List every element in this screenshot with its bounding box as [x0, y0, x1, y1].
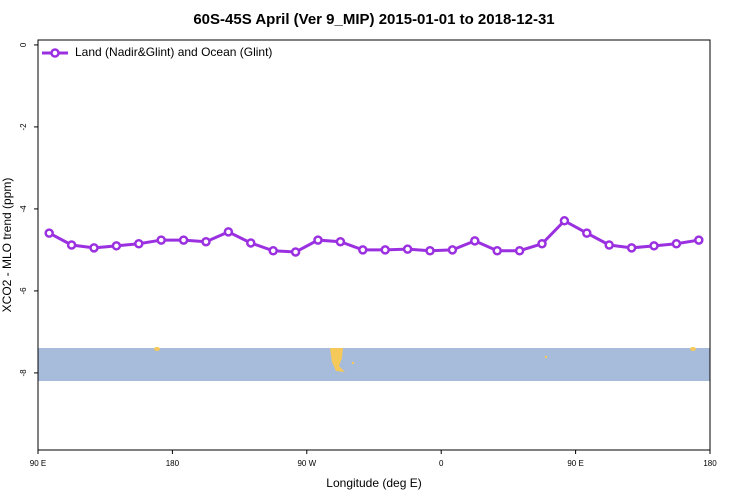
point: [178, 235, 189, 245]
point: [380, 245, 390, 255]
series-line: [48, 218, 700, 254]
point: [537, 239, 547, 249]
point: [425, 245, 435, 256]
point: [335, 236, 346, 247]
point: [514, 245, 525, 256]
point: [44, 228, 54, 238]
land: [351, 361, 355, 365]
land: [544, 355, 548, 359]
plot-frame: [37, 39, 711, 451]
y-tick-label: 0: [19, 42, 28, 47]
point: [66, 240, 77, 250]
legend-marker: [50, 48, 60, 58]
point: [313, 235, 323, 245]
point: [290, 247, 301, 257]
y-tick-label: -4: [19, 205, 28, 213]
y-axis-label: XCO2 - MLO trend (ppm): [0, 178, 14, 313]
point: [470, 236, 480, 246]
point: [134, 239, 144, 249]
x-axis-label: Longitude (deg E): [326, 476, 421, 490]
point: [246, 238, 256, 248]
x-tick-label: 180: [703, 459, 717, 468]
point: [604, 240, 614, 250]
land: [690, 347, 696, 351]
x-tick-label: 90 E: [30, 459, 46, 468]
point: [671, 239, 682, 249]
x-tick-label: 180: [166, 459, 180, 468]
map-band: [38, 347, 710, 381]
point: [268, 245, 278, 256]
point: [559, 216, 570, 226]
point: [111, 241, 122, 251]
y-tick-label: -2: [19, 123, 28, 131]
point: [358, 245, 368, 255]
point: [156, 235, 166, 245]
x-tick-label: 90 W: [297, 459, 316, 468]
point: [694, 235, 704, 245]
point: [447, 245, 458, 255]
legend-label: Land (Nadir&Glint) and Ocean (Glint): [75, 45, 272, 59]
chart-title: 60S-45S April (Ver 9_MIP) 2015-01-01 to …: [193, 11, 554, 28]
legend: Land (Nadir&Glint) and Ocean (Glint): [42, 45, 272, 59]
y-tick-label: -8: [19, 369, 28, 377]
land: [330, 348, 345, 372]
land: [154, 347, 160, 351]
point: [582, 228, 592, 238]
y-tick-label: -6: [19, 287, 28, 295]
point: [89, 243, 99, 253]
point: [626, 243, 637, 253]
ocean-band: [38, 348, 710, 381]
point: [201, 236, 211, 247]
point: [223, 227, 234, 237]
point: [492, 245, 502, 256]
x-tick-label: 0: [439, 459, 444, 468]
point: [649, 241, 659, 251]
x-tick-label: 90 E: [567, 459, 583, 468]
point: [402, 244, 413, 254]
